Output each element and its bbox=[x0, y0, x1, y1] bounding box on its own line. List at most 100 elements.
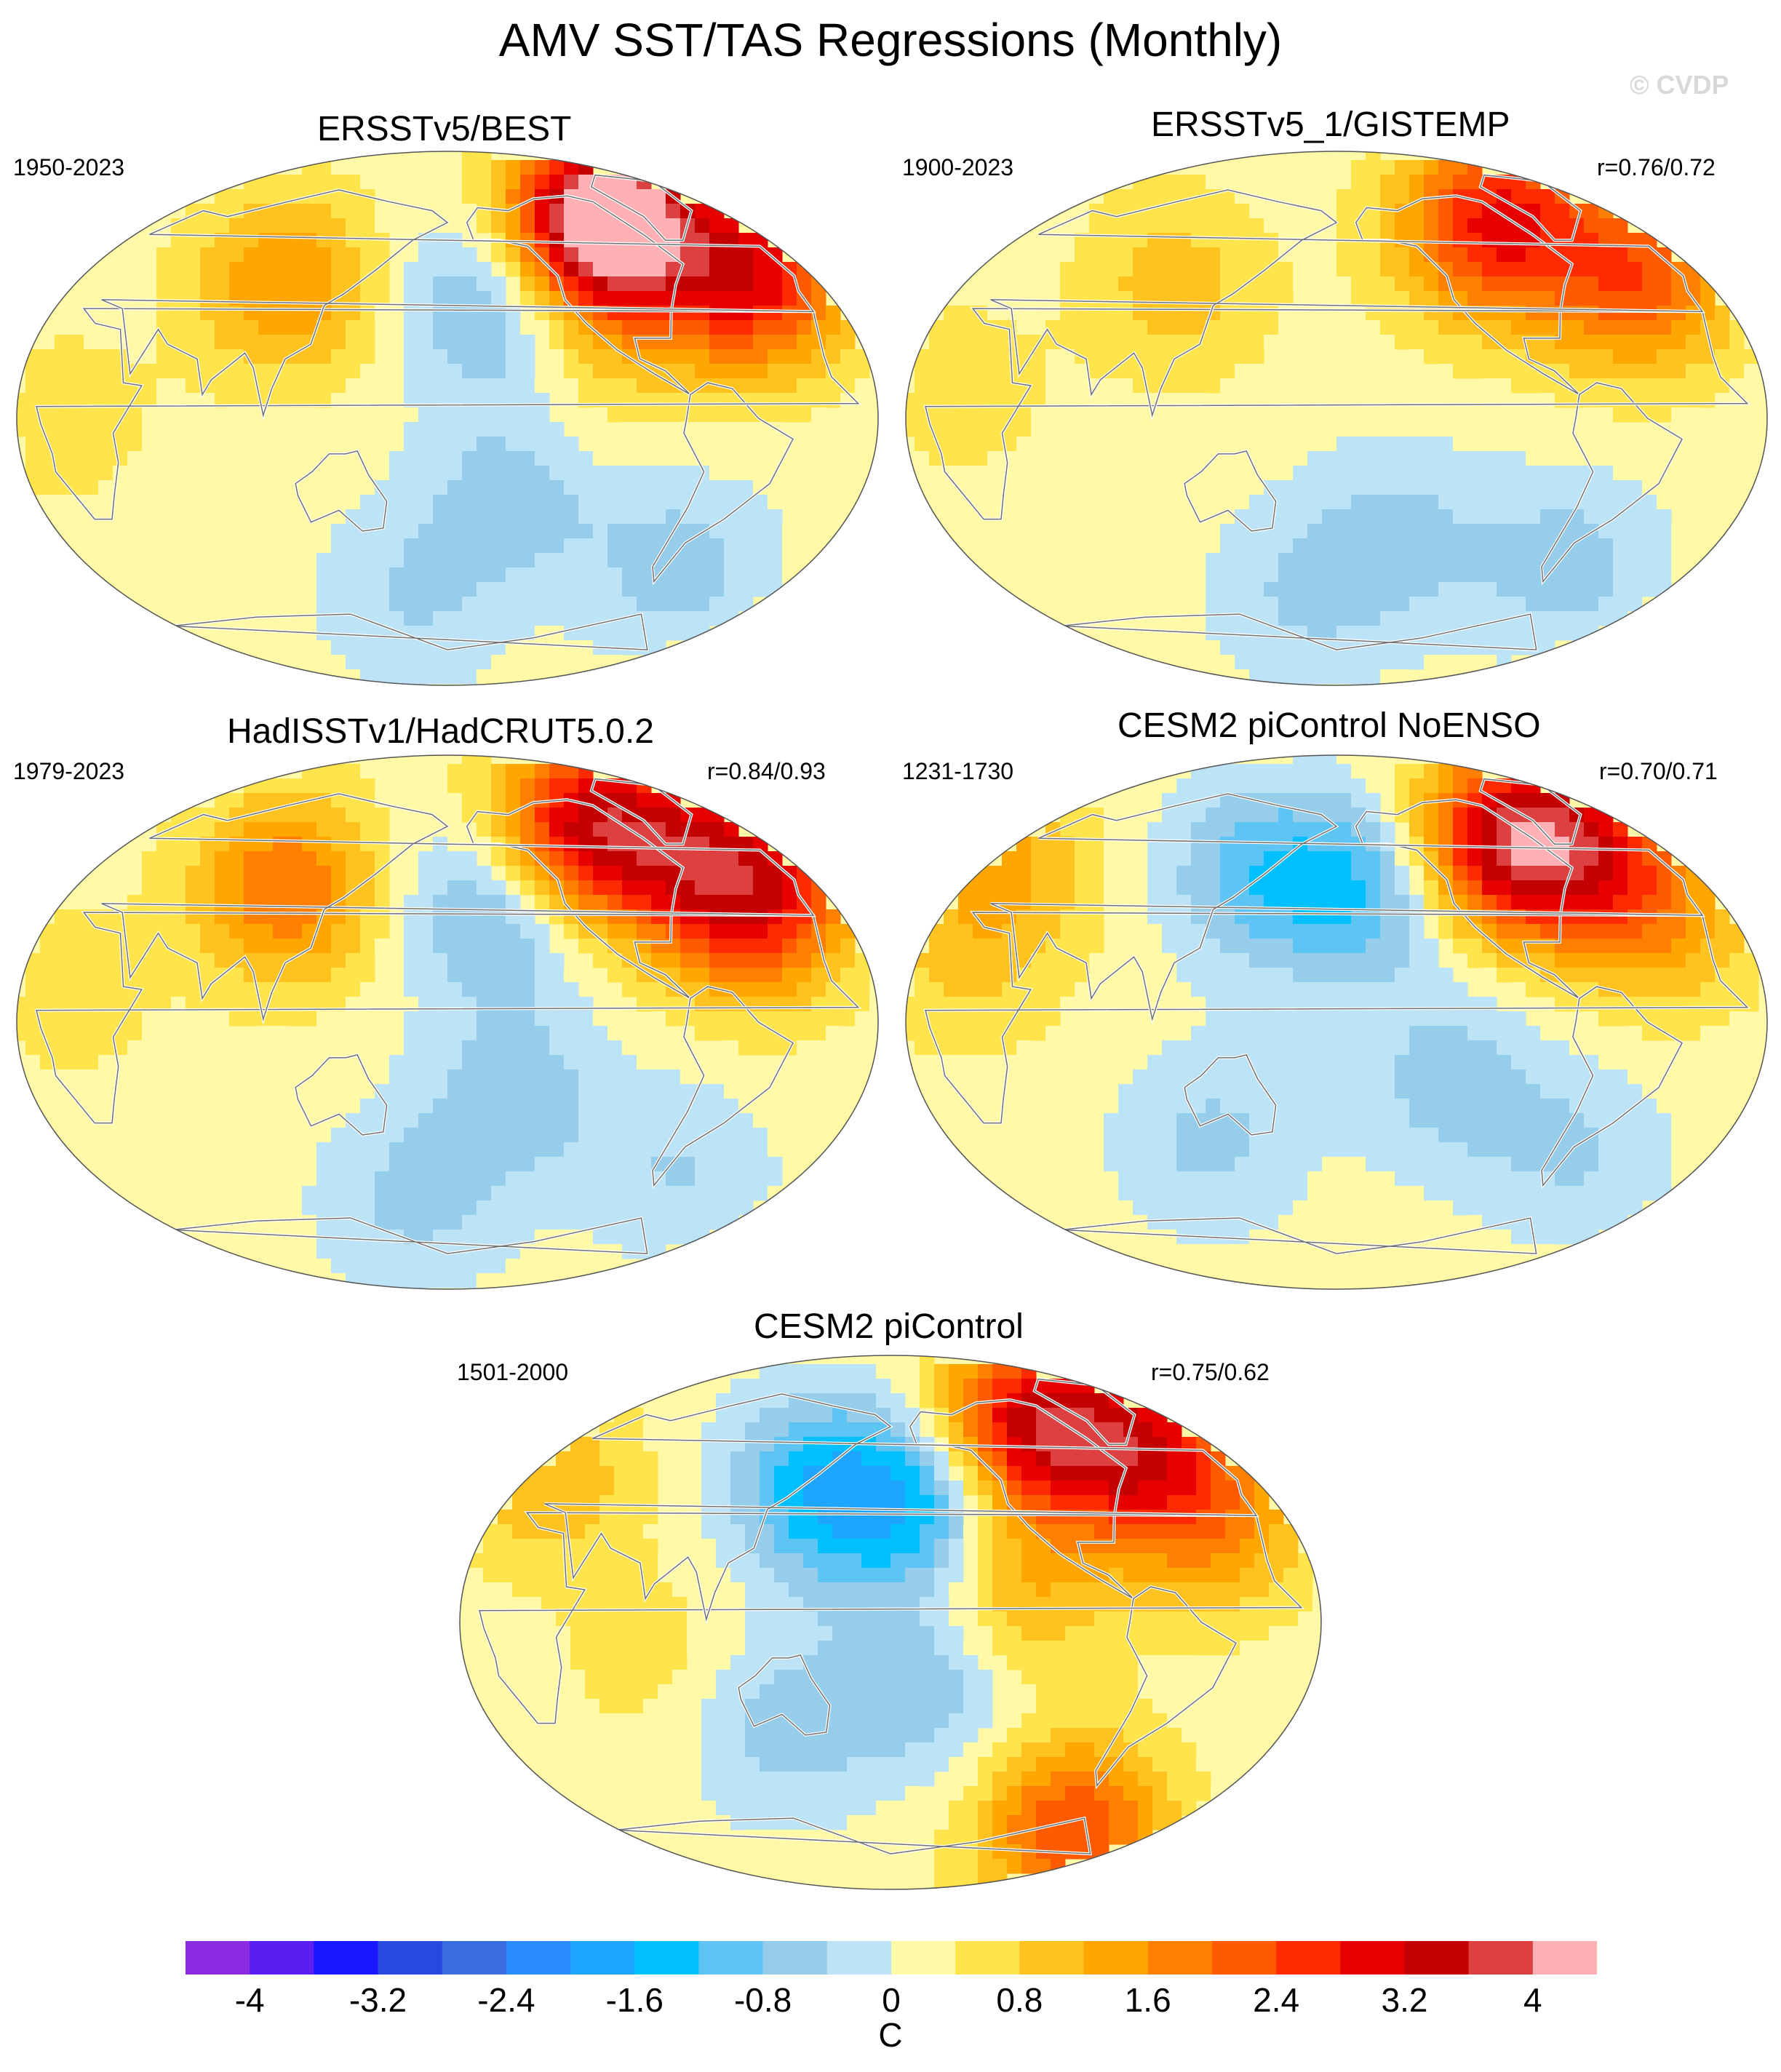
field-cell bbox=[1409, 204, 1425, 219]
field-cell bbox=[680, 553, 696, 568]
field-cell bbox=[1482, 495, 1497, 510]
field-cell bbox=[1438, 640, 1454, 656]
field-cell bbox=[491, 1055, 506, 1070]
field-cell bbox=[55, 1040, 70, 1056]
field-cell bbox=[1307, 1040, 1323, 1056]
field-cell bbox=[40, 349, 55, 364]
field-cell bbox=[433, 909, 448, 925]
field-cell bbox=[1497, 1084, 1512, 1099]
field-cell bbox=[1627, 851, 1643, 866]
field-cell bbox=[738, 567, 754, 583]
field-cell bbox=[607, 1084, 623, 1099]
field-cell bbox=[331, 953, 346, 968]
field-cell bbox=[1162, 1171, 1177, 1187]
field-cell bbox=[1569, 291, 1585, 306]
field-cell bbox=[1424, 1113, 1439, 1128]
field-cell bbox=[462, 626, 477, 641]
field-cell bbox=[593, 480, 608, 495]
field-cell bbox=[1235, 1055, 1250, 1070]
field-cell bbox=[1104, 276, 1119, 292]
field-cell bbox=[1307, 968, 1323, 983]
field-cell bbox=[1176, 233, 1192, 248]
field-cell bbox=[1467, 924, 1483, 939]
field-cell bbox=[695, 880, 710, 896]
field-cell bbox=[1293, 247, 1308, 263]
field-cell bbox=[1060, 982, 1075, 997]
field-cell bbox=[593, 218, 608, 234]
field-cell bbox=[1657, 349, 1672, 364]
field-cell bbox=[1322, 524, 1337, 539]
field-cell bbox=[915, 953, 930, 968]
field-cell bbox=[171, 320, 186, 335]
field-cell bbox=[84, 364, 99, 379]
field-cell bbox=[1511, 509, 1526, 525]
field-cell bbox=[666, 480, 681, 495]
field-cell bbox=[1482, 655, 1497, 670]
field-cell bbox=[244, 939, 259, 954]
field-cell bbox=[316, 1171, 332, 1187]
field-cell bbox=[1584, 997, 1599, 1012]
field-cell bbox=[709, 262, 725, 277]
field-cell bbox=[607, 233, 623, 248]
field-cell bbox=[1627, 837, 1643, 852]
field-cell bbox=[1249, 553, 1264, 568]
field-cell bbox=[477, 953, 492, 968]
field-cell bbox=[578, 822, 594, 837]
field-cell bbox=[958, 968, 973, 983]
field-cell bbox=[302, 407, 317, 423]
field-cell bbox=[1526, 247, 1541, 263]
field-cell bbox=[1598, 968, 1614, 983]
field-cell bbox=[1453, 364, 1468, 379]
field-cell bbox=[346, 626, 361, 641]
world-map bbox=[16, 151, 879, 686]
field-cell bbox=[1395, 924, 1410, 939]
field-cell bbox=[1278, 1084, 1294, 1099]
field-cell bbox=[1191, 175, 1206, 190]
field-cell bbox=[1497, 262, 1512, 277]
field-cell bbox=[1395, 611, 1410, 626]
field-cell bbox=[244, 335, 259, 350]
field-cell bbox=[578, 764, 594, 779]
field-cell bbox=[1497, 582, 1512, 597]
field-cell bbox=[1278, 968, 1294, 983]
field-cell bbox=[695, 422, 710, 437]
field-cell bbox=[1453, 1113, 1468, 1128]
field-cell bbox=[360, 1099, 375, 1114]
field-cell bbox=[433, 262, 448, 277]
field-cell bbox=[113, 895, 128, 910]
field-cell bbox=[1133, 262, 1148, 277]
field-cell bbox=[535, 175, 550, 190]
field-cell bbox=[855, 953, 870, 968]
field-cell bbox=[651, 1069, 666, 1085]
field-cell bbox=[1031, 982, 1046, 997]
field-cell bbox=[1467, 509, 1483, 525]
field-cell bbox=[1162, 306, 1177, 321]
field-cell bbox=[680, 939, 696, 954]
field-cell bbox=[1598, 466, 1614, 481]
field-cell bbox=[1206, 247, 1221, 263]
field-cell bbox=[651, 851, 666, 866]
field-cell bbox=[906, 1011, 915, 1027]
field-cell bbox=[1497, 837, 1512, 852]
field-cell bbox=[564, 778, 579, 794]
field-cell bbox=[1380, 822, 1395, 837]
field-cell bbox=[1147, 1055, 1163, 1070]
field-cell bbox=[1206, 1142, 1221, 1157]
field-cell bbox=[156, 982, 172, 997]
field-cell bbox=[1235, 291, 1250, 306]
field-cell bbox=[695, 204, 710, 219]
field-cell bbox=[1511, 567, 1526, 583]
field-cell bbox=[535, 1069, 550, 1085]
field-cell bbox=[1220, 175, 1235, 190]
field-cell bbox=[1220, 1171, 1235, 1187]
field-cell bbox=[229, 851, 244, 866]
field-cell bbox=[811, 291, 826, 306]
field-cell bbox=[1351, 582, 1366, 597]
field-cell bbox=[1191, 851, 1206, 866]
field-cell bbox=[1424, 611, 1439, 626]
field-cell bbox=[477, 160, 492, 175]
field-cell bbox=[1293, 1084, 1308, 1099]
field-cell bbox=[389, 1099, 405, 1114]
field-cell bbox=[826, 320, 841, 335]
field-cell bbox=[637, 1113, 652, 1128]
